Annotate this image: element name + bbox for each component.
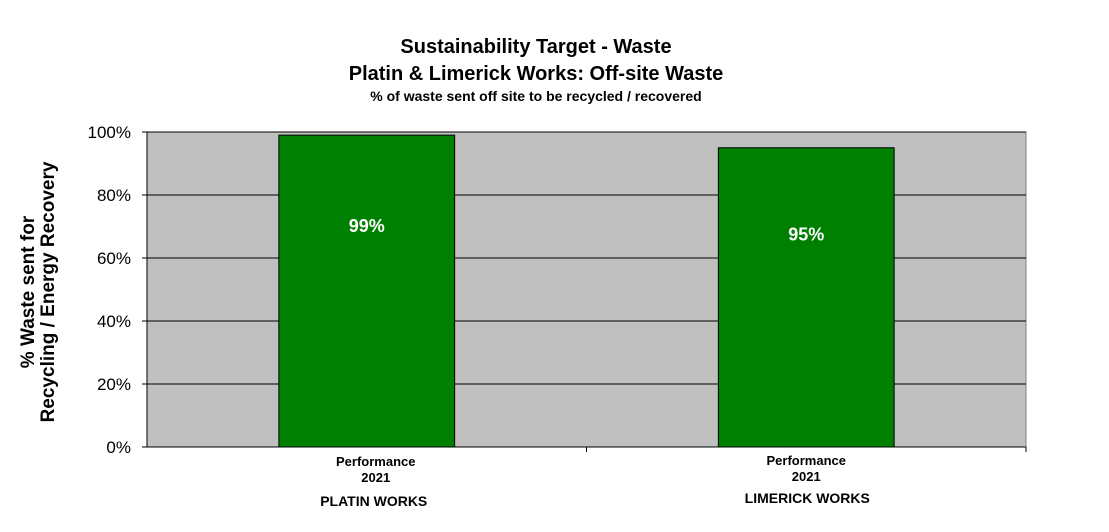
- y-axis-label-line-1: % Waste sent for: [18, 215, 39, 368]
- y-tick-label-2: 40%: [97, 312, 131, 331]
- bar-1: [717, 147, 895, 448]
- y-tick-label-5: 100%: [88, 123, 131, 142]
- x-category-line2-0: 2021: [361, 470, 390, 485]
- x-group-label-1: LIMERICK WORKS: [745, 490, 870, 506]
- y-axis-label: % Waste sent for Recycling / Energy Reco…: [18, 161, 59, 422]
- data-label-0: 99%: [349, 216, 385, 236]
- data-labels: 99% 95%: [349, 216, 825, 245]
- y-tick-label-3: 60%: [97, 249, 131, 268]
- data-label-1: 95%: [788, 225, 824, 245]
- y-tick-label-0: 0%: [106, 438, 131, 457]
- x-category-line2-1: 2021: [792, 469, 821, 484]
- chart-title: Sustainability Target - Waste: [400, 36, 671, 58]
- y-axis-label-line-2: Recycling / Energy Recovery: [38, 161, 59, 422]
- y-tick-label-4: 80%: [97, 186, 131, 205]
- chart-caption: % of waste sent off site to be recycled …: [370, 88, 701, 104]
- bar-0: [278, 134, 456, 448]
- chart-subtitle: Platin & Limerick Works: Off-site Waste: [349, 63, 724, 85]
- y-tick-label-1: 20%: [97, 375, 131, 394]
- x-category-line1-0: Performance: [336, 454, 415, 469]
- bars: [278, 134, 895, 448]
- x-group-label-0: PLATIN WORKS: [320, 493, 427, 509]
- y-axis-ticks: 0% 20% 40% 60% 80% 100%: [88, 123, 147, 457]
- x-category-line1-1: Performance: [767, 453, 846, 468]
